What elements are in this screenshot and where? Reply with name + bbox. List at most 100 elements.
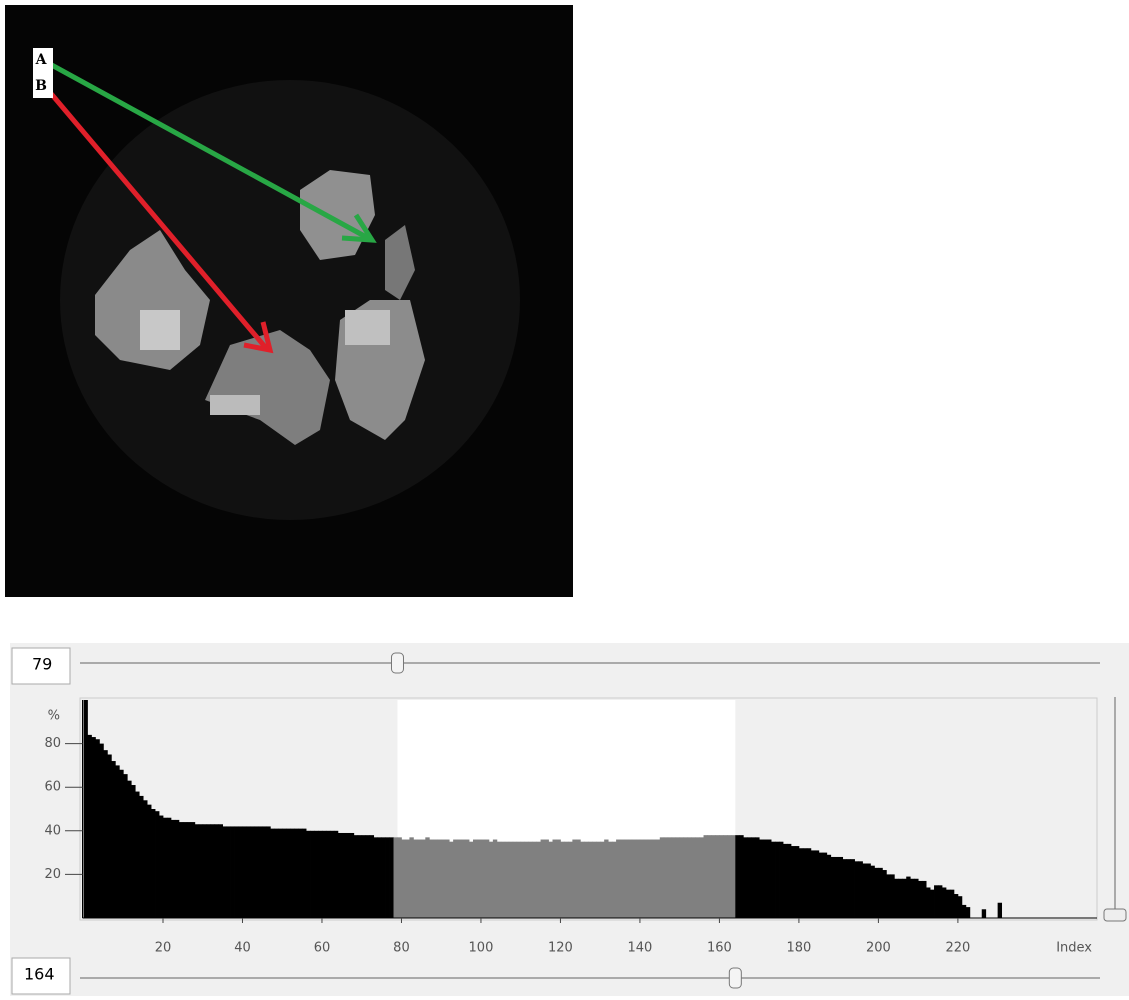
bar	[529, 842, 533, 918]
slider-thumb[interactable]	[729, 968, 741, 988]
bar	[274, 829, 278, 918]
bar	[386, 837, 390, 918]
bar	[469, 842, 473, 918]
bar	[409, 837, 413, 918]
fragment	[210, 395, 260, 415]
bar	[894, 879, 898, 918]
x-tick-label: 180	[786, 941, 811, 956]
bar	[425, 837, 429, 918]
x-tick-label: 60	[314, 941, 331, 956]
bar	[151, 809, 155, 918]
bar	[684, 837, 688, 918]
bar	[227, 826, 231, 918]
bar	[727, 835, 731, 918]
bar	[560, 842, 564, 918]
bar	[839, 857, 843, 918]
x-tick-label: 120	[548, 941, 573, 956]
vertical-slider-thumb[interactable]	[1104, 909, 1126, 921]
bar	[878, 868, 882, 918]
fragment	[345, 310, 390, 345]
x-tick-label: 40	[234, 941, 251, 956]
bar	[171, 820, 175, 918]
bar	[147, 805, 151, 918]
bar	[131, 785, 135, 918]
bar	[859, 861, 863, 918]
bar	[155, 811, 159, 918]
bar	[95, 739, 99, 918]
bar	[390, 837, 394, 918]
bar	[481, 840, 485, 918]
bar	[604, 840, 608, 918]
bar	[632, 840, 636, 918]
bar	[342, 833, 346, 918]
bar	[509, 842, 513, 918]
bar	[497, 842, 501, 918]
bar	[946, 890, 950, 918]
bar	[680, 837, 684, 918]
bar	[676, 837, 680, 918]
bar	[382, 837, 386, 918]
bar	[394, 837, 398, 918]
bar	[783, 844, 787, 918]
y-axis-label: %	[48, 709, 60, 724]
bar	[413, 840, 417, 918]
bar	[163, 818, 167, 918]
bar	[139, 796, 143, 918]
bar	[338, 833, 342, 918]
bar	[628, 840, 632, 918]
bar	[183, 822, 187, 918]
bar	[847, 859, 851, 918]
bar	[851, 859, 855, 918]
bar	[370, 835, 374, 918]
bar	[835, 857, 839, 918]
bar	[429, 840, 433, 918]
bar	[346, 833, 350, 918]
bar	[449, 842, 453, 918]
y-tick-label: 80	[44, 736, 61, 751]
bar	[763, 840, 767, 918]
bar	[612, 842, 616, 918]
bar	[914, 879, 918, 918]
bar	[473, 840, 477, 918]
bar	[437, 840, 441, 918]
slider-thumb[interactable]	[391, 653, 403, 673]
bar	[926, 887, 930, 918]
bar	[771, 842, 775, 918]
bar	[723, 835, 727, 918]
bar	[286, 829, 290, 918]
bar	[103, 750, 107, 918]
bar	[704, 835, 708, 918]
bar	[513, 842, 517, 918]
bar	[731, 835, 735, 918]
bar	[600, 842, 604, 918]
bar	[135, 792, 139, 918]
bar	[401, 840, 405, 918]
bar	[465, 840, 469, 918]
bar	[882, 870, 886, 918]
bar	[855, 861, 859, 918]
bar	[735, 835, 739, 918]
bar	[711, 835, 715, 918]
bar	[219, 824, 223, 918]
bar	[640, 840, 644, 918]
bar	[517, 842, 521, 918]
bar	[787, 844, 791, 918]
bar	[330, 831, 334, 918]
bar	[843, 859, 847, 918]
bar	[541, 840, 545, 918]
bar	[266, 826, 270, 918]
bar	[199, 824, 203, 918]
bar	[799, 848, 803, 918]
bar	[998, 903, 1002, 918]
bar	[191, 822, 195, 918]
bar	[966, 907, 970, 918]
bar	[823, 853, 827, 918]
bar	[775, 842, 779, 918]
bar	[652, 840, 656, 918]
bar	[870, 866, 874, 918]
bar	[501, 842, 505, 918]
bar	[688, 837, 692, 918]
bar	[624, 840, 628, 918]
bar	[552, 840, 556, 918]
image-label: A	[35, 52, 48, 68]
